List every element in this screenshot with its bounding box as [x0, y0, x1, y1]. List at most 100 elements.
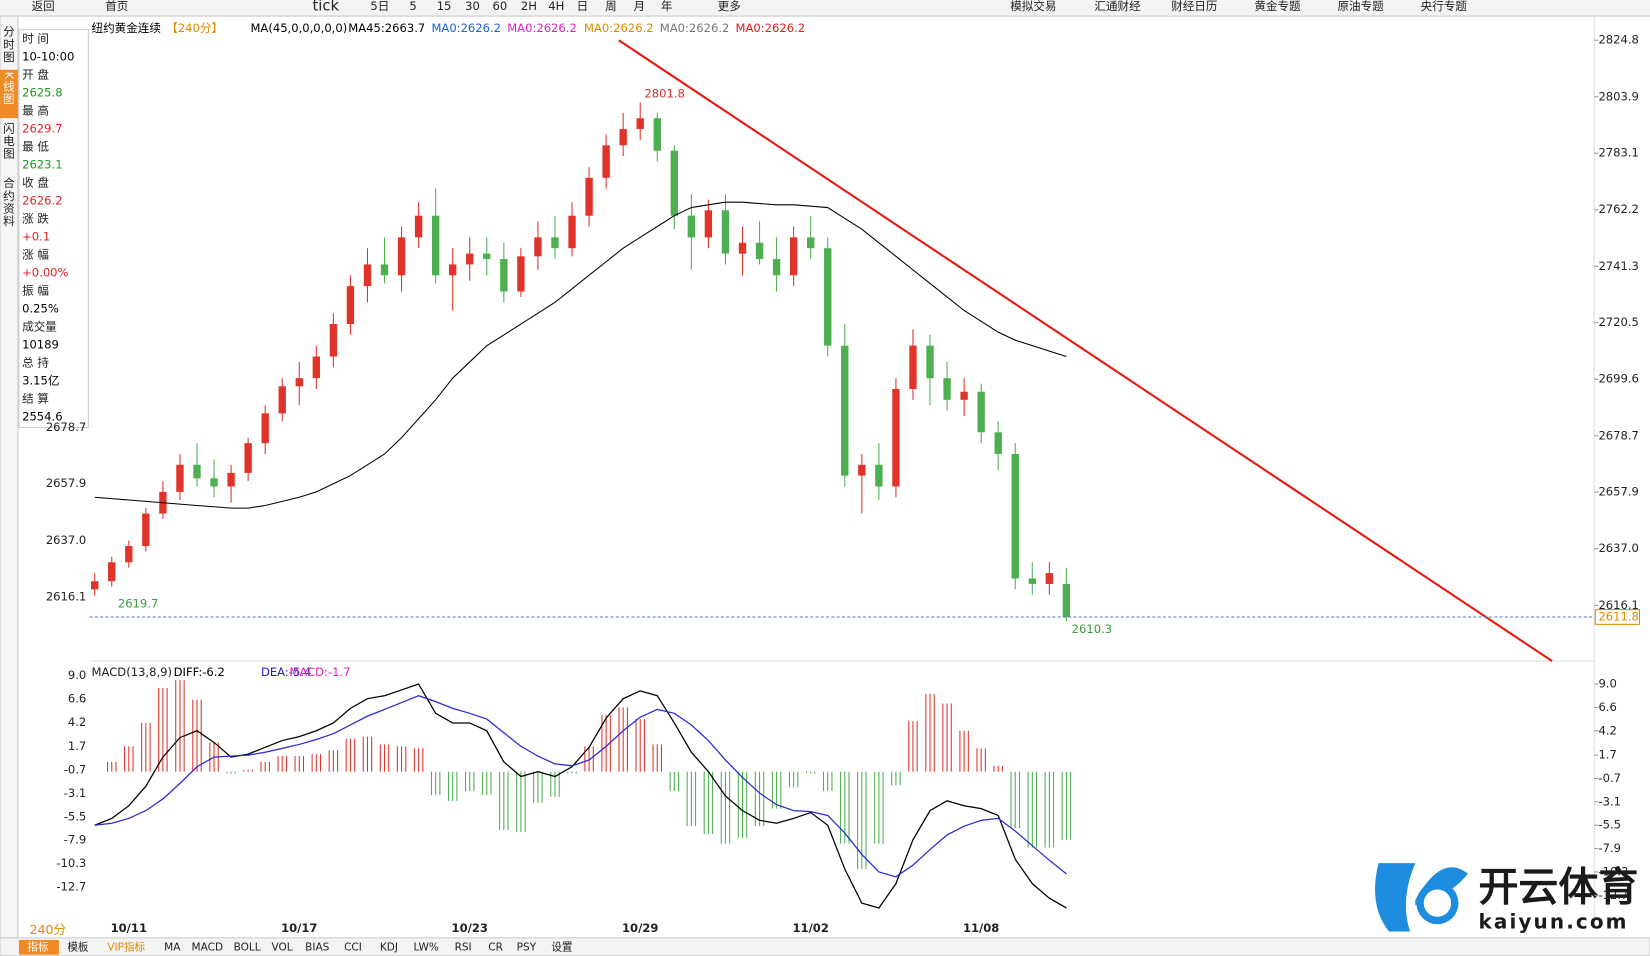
- bottom-tab[interactable]: 设置: [551, 941, 572, 953]
- candle-body: [772, 259, 781, 276]
- candle-body: [687, 215, 696, 238]
- candle-body: [738, 242, 747, 254]
- toolbar-button[interactable]: 财经日历: [1171, 0, 1217, 13]
- y-tick-label: 1.7: [1598, 748, 1616, 762]
- toolbar-button[interactable]: tick: [313, 0, 340, 15]
- bottom-tab[interactable]: PSY: [517, 941, 537, 953]
- info-label: 涨 跌: [22, 212, 49, 226]
- toolbar: [0, 0, 1650, 17]
- candle-body: [517, 256, 525, 292]
- bottom-tab[interactable]: 指标: [27, 940, 49, 953]
- bottom-tab[interactable]: LW%: [414, 941, 439, 953]
- candle-body: [755, 242, 764, 260]
- info-value: 3.15亿: [22, 373, 59, 387]
- toolbar-button[interactable]: 5日: [370, 0, 389, 13]
- bottom-tab[interactable]: VIP指标: [107, 940, 145, 953]
- candle-body: [568, 215, 576, 249]
- toolbar-button[interactable]: 首页: [105, 0, 128, 13]
- toolbar-button[interactable]: 2H: [521, 0, 537, 13]
- info-value: 2623.1: [22, 158, 62, 172]
- y-tick-label: 2657.9: [1598, 485, 1638, 499]
- bottom-tab[interactable]: VOL: [271, 941, 292, 953]
- y-tick-label-left: -7.9: [64, 833, 87, 847]
- y-tick-label-left: 2637.0: [46, 533, 86, 547]
- toolbar-button[interactable]: 30: [465, 0, 480, 13]
- legend-item: MA(45,0,0,0,0,0): [250, 21, 347, 35]
- candle-body: [585, 177, 593, 216]
- candle-body: [909, 345, 917, 389]
- toolbar-button[interactable]: 日: [577, 0, 589, 13]
- toolbar-button[interactable]: 4H: [548, 0, 564, 13]
- bottom-tab[interactable]: KDJ: [380, 941, 398, 953]
- candle-body: [960, 391, 968, 400]
- annotation: 2610.3: [1072, 622, 1112, 636]
- info-label: 最 低: [22, 140, 49, 154]
- toolbar-button[interactable]: 模拟交易: [1010, 0, 1056, 13]
- y-tick-label-left: 9.0: [68, 668, 86, 682]
- toolbar-button[interactable]: 15: [437, 0, 452, 13]
- info-label: 振 幅: [22, 284, 49, 298]
- legend-item: MA0:2626.2: [736, 21, 806, 35]
- candle-body: [125, 546, 133, 563]
- info-value: +0.00%: [22, 266, 68, 280]
- info-label: 总 持: [22, 356, 49, 370]
- info-label: 涨 幅: [22, 248, 49, 262]
- side-tab[interactable]: 合约资料: [2, 176, 16, 227]
- x-tick-label: 10/11: [111, 921, 147, 935]
- bottom-tab[interactable]: MACD: [192, 941, 224, 953]
- bottom-tab[interactable]: BIAS: [305, 941, 330, 953]
- toolbar-button[interactable]: 60: [492, 0, 507, 13]
- toolbar-button[interactable]: 黄金专题: [1254, 0, 1301, 13]
- candle-body: [602, 145, 610, 178]
- y-tick-label: -10.3: [1598, 864, 1628, 878]
- y-tick-label-left: -10.3: [56, 856, 86, 870]
- y-tick-label: 9.0: [1598, 677, 1616, 691]
- bottom-tab[interactable]: CR: [488, 941, 503, 953]
- toolbar-button[interactable]: 汇通财经: [1094, 0, 1141, 13]
- toolbar-button[interactable]: 年: [661, 0, 673, 13]
- candle-body: [210, 478, 218, 487]
- candle-body: [193, 464, 201, 479]
- y-tick-label: -12.7: [1598, 888, 1628, 902]
- y-tick-label-left: -12.7: [56, 879, 86, 893]
- toolbar-button[interactable]: 月: [633, 0, 645, 13]
- bottom-tab[interactable]: BOLL: [234, 941, 261, 953]
- y-tick-label: 2720.5: [1598, 315, 1638, 329]
- toolbar-button[interactable]: 央行专题: [1421, 0, 1468, 13]
- bottom-tab[interactable]: 模板: [67, 940, 89, 953]
- toolbar-button[interactable]: 更多: [718, 0, 741, 13]
- toolbar-button[interactable]: 返回: [32, 0, 55, 13]
- logo: [1375, 863, 1468, 932]
- y-tick-label: 2699.6: [1598, 372, 1638, 386]
- candle-body: [500, 259, 508, 292]
- info-label: 收 盘: [22, 176, 49, 190]
- candle-body: [363, 264, 372, 287]
- toolbar-button[interactable]: 5: [409, 0, 416, 13]
- y-tick-label-left: 2678.7: [46, 420, 86, 434]
- watermark-url: kaiyun.com: [1478, 910, 1628, 934]
- logo-k: [1375, 863, 1416, 932]
- y-tick-label: 2824.8: [1598, 33, 1638, 47]
- candle-body: [943, 378, 951, 400]
- macd-legend: DIFF:-6.2: [174, 665, 225, 679]
- last-price-label: 2611.8: [1598, 609, 1638, 623]
- candle-body: [789, 237, 798, 276]
- info-value: 0.25%: [22, 302, 59, 316]
- bottom-tab[interactable]: CCI: [344, 941, 362, 953]
- x-tick-label: 10/29: [622, 921, 658, 935]
- candle-body: [619, 129, 627, 146]
- active-bottom-tab: [18, 939, 59, 955]
- y-tick-label: 2678.7: [1598, 428, 1638, 442]
- x-tick-label: 10/17: [281, 921, 317, 935]
- y-tick-label: 2741.3: [1598, 259, 1638, 273]
- candle-body: [295, 378, 303, 387]
- side-tab[interactable]: 闪电图: [2, 122, 16, 161]
- ma-line: [94, 201, 1067, 509]
- toolbar-button[interactable]: 原油专题: [1337, 0, 1384, 13]
- bottom-tab[interactable]: MA: [164, 941, 181, 953]
- toolbar-button[interactable]: 周: [605, 0, 617, 13]
- side-tab[interactable]: 分时图: [2, 26, 16, 64]
- bottom-tab[interactable]: RSI: [455, 941, 472, 953]
- side-tab[interactable]: K线图: [2, 72, 16, 106]
